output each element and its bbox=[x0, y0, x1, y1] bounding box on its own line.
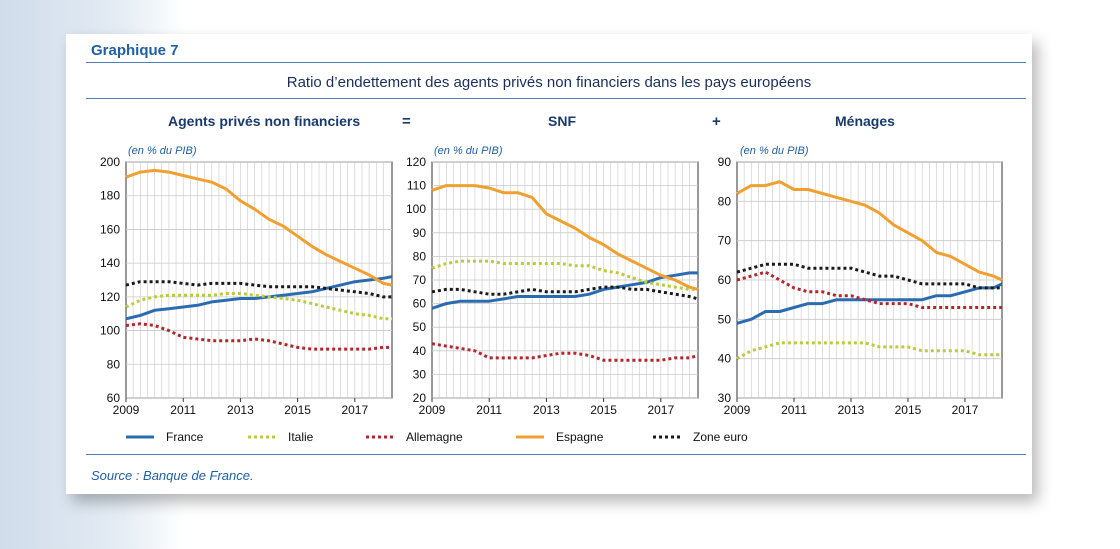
panel-2-ytick-label: 100 bbox=[406, 202, 426, 216]
legend-label-france: France bbox=[166, 430, 204, 444]
panel-2-series-allemagne bbox=[431, 342, 699, 362]
panel-1-ytick-label: 60 bbox=[107, 391, 121, 405]
chart-main-title: Ratio d’endettement des agents privés no… bbox=[286, 74, 812, 91]
panel-1-series-espagne bbox=[125, 168, 393, 287]
panel-3-ytick-label: 50 bbox=[718, 312, 732, 326]
panel-2-ytick-label: 80 bbox=[413, 249, 427, 263]
equal-sign: = bbox=[402, 113, 411, 130]
panel-2-ytick-label: 90 bbox=[413, 226, 427, 240]
legend-rule bbox=[86, 454, 1026, 455]
panel-2-ytick-label: 20 bbox=[413, 391, 427, 405]
panel-3-title: Ménages bbox=[835, 113, 895, 129]
source-note: Source : Banque de France. bbox=[91, 468, 254, 483]
panel-2-ytick-label: 40 bbox=[413, 344, 427, 358]
panel-3-xtick-label: 2011 bbox=[781, 403, 807, 417]
panel-2-ytick-label: 70 bbox=[413, 273, 427, 287]
legend-label-zone-euro: Zone euro bbox=[693, 430, 748, 444]
panel-1-xtick-label: 2009 bbox=[113, 403, 140, 417]
panel-1-ytick-label: 100 bbox=[100, 324, 120, 338]
panel-1-series-allemagne bbox=[125, 322, 392, 351]
panel-1-series-italie bbox=[125, 292, 392, 321]
panel-1-ytick-label: 120 bbox=[100, 290, 120, 304]
panel-2-ytick-label: 120 bbox=[406, 155, 426, 169]
panel-2-ytick-label: 110 bbox=[407, 179, 426, 193]
panel-2-xtick-label: 2009 bbox=[419, 403, 446, 417]
panel-2-xtick-label: 2013 bbox=[533, 403, 560, 417]
panel-1-ytick-label: 140 bbox=[100, 256, 120, 270]
panel-3-series-france bbox=[736, 282, 1003, 325]
panel-2-unit: (en % du PIB) bbox=[434, 145, 503, 157]
panel-3-ytick-label: 90 bbox=[718, 155, 732, 169]
panel-3-xtick-label: 2015 bbox=[895, 403, 922, 417]
legend-label-espagne: Espagne bbox=[556, 430, 604, 444]
panel-1-xtick-label: 2017 bbox=[341, 403, 368, 417]
panel-3-unit: (en % du PIB) bbox=[740, 145, 809, 157]
panel-3-series-zone-euro bbox=[736, 262, 1002, 290]
panel-2-series-espagne bbox=[431, 184, 699, 291]
panel-2-series-france bbox=[431, 271, 698, 310]
panel-3-series-italie bbox=[736, 341, 1002, 361]
panel-3-series-allemagne bbox=[736, 270, 1002, 309]
plus-sign: + bbox=[712, 113, 721, 130]
legend-label-allemagne: Allemagne bbox=[406, 430, 463, 444]
panel-2-title: SNF bbox=[548, 113, 576, 129]
panel-3-ytick-label: 80 bbox=[718, 194, 732, 208]
panel-1-ytick-label: 180 bbox=[100, 189, 120, 203]
panel-2-ytick-label: 50 bbox=[413, 320, 427, 334]
panel-3-series-espagne bbox=[736, 180, 1003, 282]
panel-1-series-france bbox=[125, 275, 393, 321]
panel-1-xtick-label: 2011 bbox=[170, 403, 196, 417]
panel-1-title: Agents privés non financiers bbox=[168, 113, 361, 129]
panel-2-series-italie bbox=[431, 259, 698, 291]
panel-3-ytick-label: 30 bbox=[718, 391, 732, 405]
panel-2-xtick-label: 2017 bbox=[647, 403, 674, 417]
top-rule bbox=[86, 62, 1026, 63]
panel-3-ytick-label: 60 bbox=[718, 273, 732, 287]
panel-2-xtick-label: 2015 bbox=[590, 403, 617, 417]
panel-1-ytick-label: 80 bbox=[107, 357, 121, 371]
figure-label: Graphique 7 bbox=[91, 42, 179, 59]
panel-2-ytick-label: 30 bbox=[413, 367, 427, 381]
panel-3-ytick-label: 40 bbox=[718, 352, 732, 366]
panel-1-plot-area bbox=[125, 161, 393, 399]
panel-1-xtick-label: 2015 bbox=[284, 403, 311, 417]
title-rule bbox=[86, 98, 1026, 99]
panel-1-ytick-label: 200 bbox=[100, 155, 120, 169]
panel-3-xtick-label: 2009 bbox=[724, 403, 751, 417]
panel-1-xtick-label: 2013 bbox=[227, 403, 254, 417]
panel-2-ytick-label: 60 bbox=[413, 297, 427, 311]
panel-3-xtick-label: 2013 bbox=[838, 403, 865, 417]
panel-2-xtick-label: 2011 bbox=[476, 403, 502, 417]
panel-3-xtick-label: 2017 bbox=[952, 403, 979, 417]
panel-1-ytick-label: 160 bbox=[100, 222, 120, 236]
legend-label-italie: Italie bbox=[288, 430, 314, 444]
panel-3-ytick-label: 70 bbox=[718, 234, 732, 248]
panel-1-unit: (en % du PIB) bbox=[128, 145, 197, 157]
panel-2-series-zone-euro bbox=[431, 285, 699, 301]
